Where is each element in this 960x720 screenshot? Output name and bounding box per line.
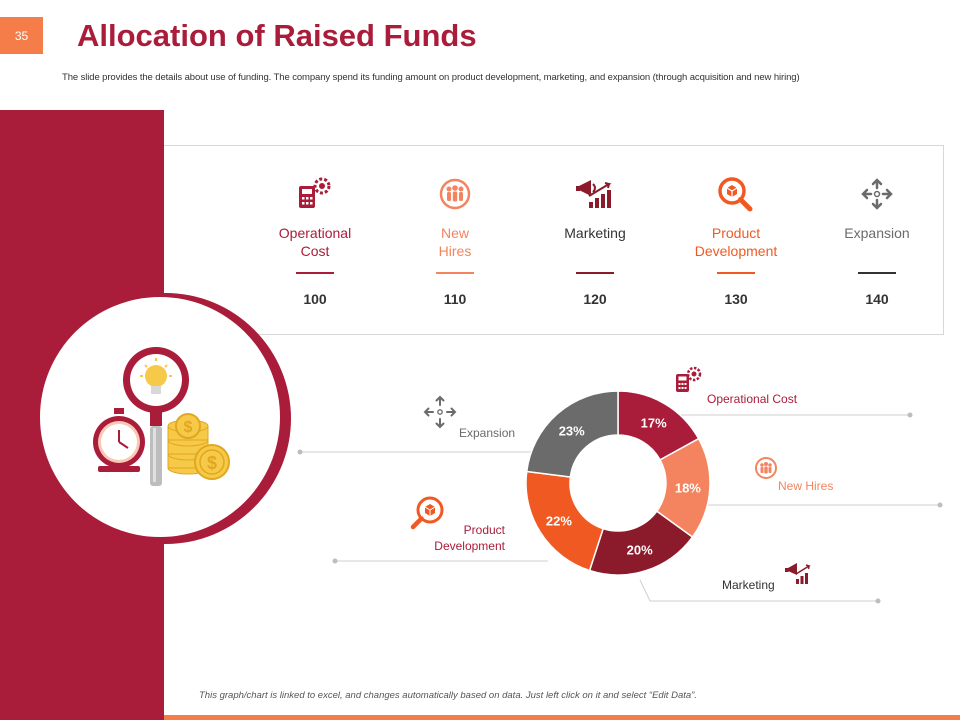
callout-expansion: Expansion [459, 426, 516, 440]
card-value: 140 [865, 291, 889, 307]
card-value: 120 [583, 291, 607, 307]
svg-text:$: $ [184, 419, 193, 436]
callout-operational-cost: Operational Cost [707, 392, 798, 406]
megaphone-chart-icon [785, 563, 811, 584]
slice-value-label: 22% [546, 514, 572, 529]
card-value: 100 [303, 291, 327, 307]
leader-dot [937, 502, 943, 508]
expand-arrows-icon [423, 395, 457, 429]
people-circle-icon [395, 174, 515, 214]
expand-arrows-icon [817, 174, 937, 214]
card-label: Expansion [844, 225, 910, 241]
slice-value-label: 18% [675, 480, 701, 495]
people-circle-icon [755, 457, 777, 479]
slice-value-label: 20% [627, 543, 653, 558]
leader-dot [907, 412, 913, 418]
card-label: Product Development [694, 225, 778, 259]
magnifier-box-icon [676, 174, 796, 214]
calculator-gear-icon [255, 174, 375, 214]
callout-marketing: Marketing [722, 578, 775, 592]
card-divider [296, 272, 334, 274]
slice-value-label: 23% [559, 423, 585, 438]
calculator-gear-icon [676, 366, 702, 392]
svg-text:$: $ [207, 453, 217, 473]
card-label: Operational Cost [278, 225, 352, 259]
slice-value-label: 17% [641, 416, 667, 431]
bottom-accent-bar [164, 715, 960, 720]
page-subtitle: The slide provides the details about use… [62, 72, 800, 83]
card-value: 130 [724, 291, 748, 307]
card-label: Marketing [564, 225, 626, 241]
card-divider [436, 272, 474, 274]
card-operational-cost: Operational Cost 100 [255, 174, 375, 307]
card-new-hires: New Hires 110 [395, 174, 515, 307]
page-title: Allocation of Raised Funds [77, 18, 477, 53]
magnifier-box-icon [410, 496, 444, 530]
card-expansion: Expansion 140 [817, 174, 937, 307]
callout-new-hires: New Hires [778, 479, 834, 493]
callout-product-development: Product Development [434, 523, 505, 553]
card-divider [717, 272, 755, 274]
card-label: New Hires [438, 225, 472, 259]
footnote: This graph/chart is linked to excel, and… [199, 690, 697, 701]
card-divider [576, 272, 614, 274]
leader-lines [300, 414, 940, 602]
megaphone-chart-icon [535, 174, 655, 214]
donut-slice [525, 390, 619, 478]
slide-number: 35 [0, 17, 43, 54]
funding-illustration-icon: $ $ [84, 340, 244, 495]
card-divider [858, 272, 896, 274]
leader-dot [332, 558, 338, 564]
card-marketing: Marketing 120 [535, 174, 655, 307]
leader-dot [875, 598, 881, 604]
leader-dot [297, 449, 303, 455]
card-product-development: Product Development 130 [676, 174, 796, 307]
card-value: 110 [443, 291, 467, 307]
summary-panel [164, 145, 944, 335]
